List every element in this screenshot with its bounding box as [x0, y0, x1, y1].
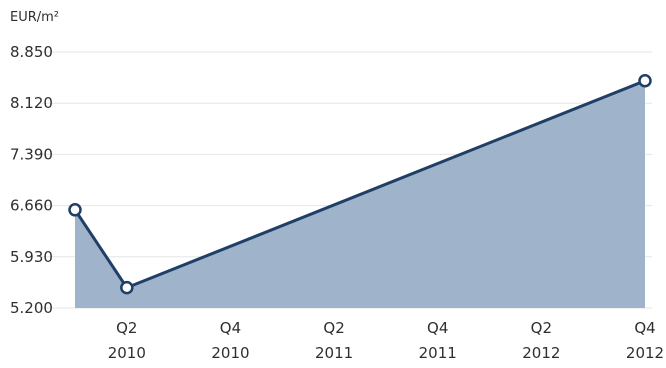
y-tick-label: 6.660	[10, 197, 53, 215]
data-point-marker	[68, 203, 82, 217]
x-tick-quarter-label: Q2	[323, 319, 344, 337]
x-axis: Q2 2010 Q4 2010 Q2 2011 Q4 2011 Q2 2012 Q4 2012	[108, 319, 664, 362]
x-tick-year-label: 2011	[419, 344, 457, 362]
x-tick-quarter-label: Q4	[634, 319, 655, 337]
y-tick-label: 8.850	[10, 43, 53, 61]
x-tick-quarter-label: Q4	[427, 319, 448, 337]
y-tick-label: 8.120	[10, 94, 53, 112]
data-point-marker	[120, 280, 134, 295]
y-axis-unit-label: EUR/m²	[10, 10, 59, 25]
x-tick-year-label: 2010	[108, 344, 146, 362]
y-axis: EUR/m²	[10, 10, 59, 25]
y-axis-ticks: 8.850 8.120 7.390 6.660 5.930 5.200	[10, 43, 53, 317]
x-tick-quarter-label: Q2	[116, 319, 137, 337]
x-tick-year-label: 2011	[315, 344, 353, 362]
x-tick-year-label: 2012	[626, 344, 664, 362]
x-tick-year-label: 2010	[211, 344, 249, 362]
x-tick-quarter-label: Q4	[220, 319, 241, 337]
area-layer	[75, 80, 645, 308]
series-area	[75, 80, 645, 308]
x-tick-quarter-label: Q2	[531, 319, 552, 337]
marker-layer	[68, 74, 652, 295]
y-tick-label: 5.930	[10, 248, 53, 266]
y-tick-label: 7.390	[10, 145, 53, 163]
data-point-marker	[638, 74, 652, 88]
x-tick-year-label: 2012	[522, 344, 560, 362]
y-tick-label: 5.200	[10, 299, 53, 317]
